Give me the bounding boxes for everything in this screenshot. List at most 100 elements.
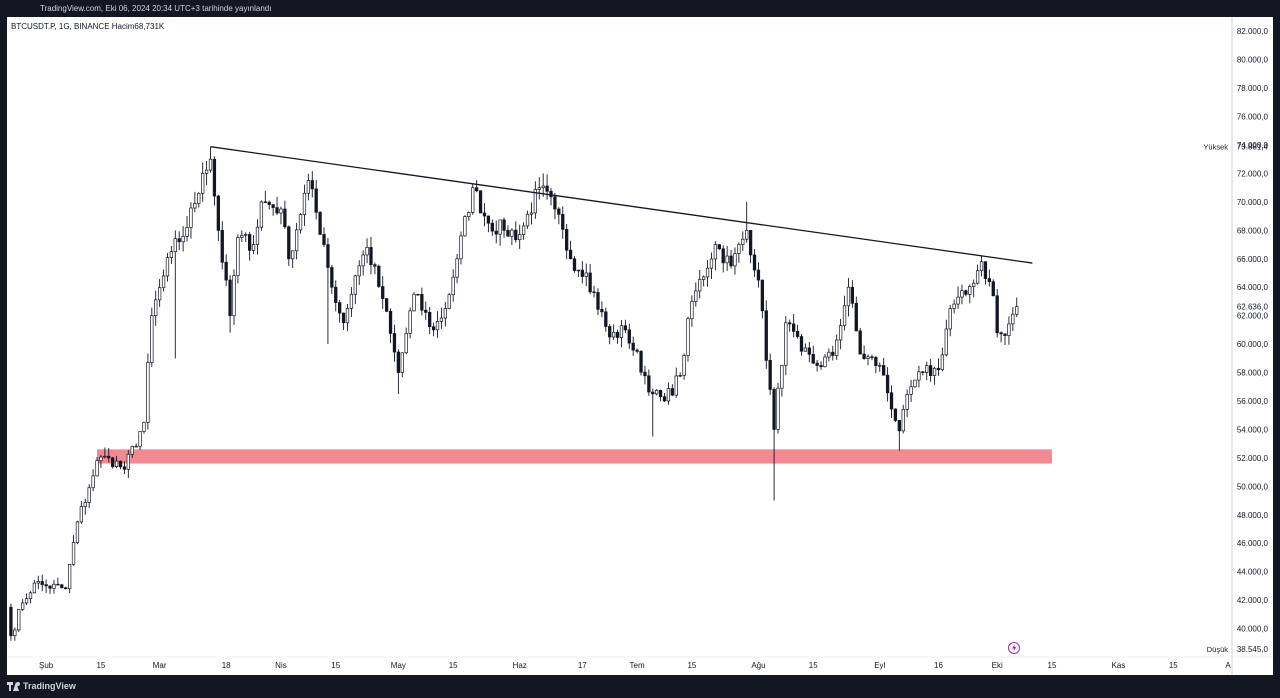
candle bbox=[134, 443, 138, 448]
candle bbox=[471, 183, 475, 215]
candle-body-up bbox=[510, 229, 514, 237]
candle bbox=[921, 370, 925, 376]
candle bbox=[670, 384, 674, 397]
candle bbox=[510, 228, 514, 245]
candle-body-up bbox=[349, 293, 354, 309]
candle bbox=[83, 498, 87, 515]
candle-body-down bbox=[56, 583, 60, 586]
candle bbox=[114, 455, 119, 469]
candle bbox=[412, 291, 416, 312]
candle-body-up bbox=[784, 322, 788, 366]
candle bbox=[146, 353, 150, 430]
candle bbox=[32, 579, 37, 594]
time-tick-label: Şub bbox=[39, 661, 54, 670]
candle bbox=[651, 388, 655, 437]
lightning-icon[interactable] bbox=[1008, 642, 1020, 654]
candle bbox=[662, 393, 667, 402]
candle-body-down bbox=[928, 365, 933, 376]
candle bbox=[580, 261, 584, 284]
candle-body-up bbox=[917, 371, 921, 381]
chart-area[interactable] bbox=[7, 17, 1273, 675]
price-tick-label: 46.000,0 bbox=[1237, 539, 1269, 548]
candle-body-down bbox=[760, 279, 765, 312]
candle bbox=[267, 200, 271, 210]
candle-body-up bbox=[611, 331, 616, 338]
candle-body-up bbox=[126, 453, 130, 470]
candle bbox=[103, 447, 107, 459]
candle-body-up bbox=[251, 244, 256, 251]
candle-body-down bbox=[658, 389, 663, 398]
candle bbox=[576, 269, 581, 277]
candle-body-up bbox=[447, 294, 451, 309]
time-tick-label: 17 bbox=[578, 661, 587, 670]
price-tick-label: 82.000,0 bbox=[1237, 27, 1269, 36]
candle-body-up bbox=[838, 325, 843, 341]
candle-body-up bbox=[471, 187, 475, 213]
price-tick-label: 54.000,0 bbox=[1237, 425, 1269, 434]
candle bbox=[236, 234, 240, 284]
candle-body-down bbox=[893, 408, 898, 421]
candle bbox=[866, 354, 870, 366]
candle bbox=[948, 304, 952, 337]
candle-body-up bbox=[698, 279, 702, 292]
candle-body-up bbox=[443, 308, 447, 319]
candle bbox=[631, 336, 635, 356]
candle-body-down bbox=[40, 581, 44, 585]
candle bbox=[674, 367, 678, 398]
candle-body-up bbox=[173, 238, 177, 253]
time-tick-label: 15 bbox=[331, 661, 340, 670]
candle-body-up bbox=[932, 367, 937, 376]
candle-body-down bbox=[369, 247, 373, 266]
candle-body-down bbox=[889, 392, 894, 410]
candle bbox=[514, 221, 518, 243]
candle bbox=[67, 564, 72, 594]
candle bbox=[529, 202, 534, 225]
candle bbox=[991, 279, 995, 297]
candle bbox=[259, 200, 264, 231]
candle-body-up bbox=[83, 502, 87, 507]
candle bbox=[913, 379, 917, 388]
candle-body-down bbox=[662, 396, 667, 402]
candle-body-down bbox=[118, 460, 123, 468]
candle-body-up bbox=[99, 456, 103, 462]
candle-body-down bbox=[596, 292, 600, 310]
candle bbox=[424, 301, 428, 321]
candle bbox=[784, 315, 788, 376]
candle-body-up bbox=[701, 276, 706, 280]
candle-body-down bbox=[381, 286, 385, 299]
candle-body-up bbox=[467, 212, 471, 217]
candle-body-up bbox=[32, 582, 37, 594]
candle-body-up bbox=[52, 583, 56, 589]
candle-body-down bbox=[275, 207, 279, 214]
candle bbox=[748, 229, 753, 264]
candle-body-down bbox=[514, 229, 518, 241]
price-tick-label: 80.000,0 bbox=[1237, 56, 1269, 65]
candle-body-up bbox=[835, 339, 839, 356]
candle bbox=[111, 456, 115, 469]
candle-body-up bbox=[67, 564, 72, 590]
candle bbox=[611, 324, 616, 341]
candle bbox=[604, 307, 608, 332]
candle bbox=[306, 173, 311, 201]
candle-body-down bbox=[263, 201, 267, 204]
candle-body-down bbox=[748, 229, 753, 256]
candle bbox=[228, 275, 232, 333]
tradingview-logo[interactable]: TradingView bbox=[7, 681, 76, 691]
candle bbox=[240, 230, 244, 242]
candle-body-up bbox=[745, 229, 749, 240]
candle-body-down bbox=[9, 606, 13, 637]
candle-body-up bbox=[91, 475, 95, 489]
candle bbox=[823, 354, 827, 368]
candle bbox=[224, 254, 228, 286]
candle bbox=[474, 179, 479, 193]
symbol-info: BTCUSDT.P, 1G, BINANCE Hacim68,731K bbox=[11, 22, 165, 31]
candle bbox=[1015, 297, 1019, 318]
candle-body-up bbox=[694, 290, 698, 302]
candle bbox=[283, 200, 287, 229]
candle-body-up bbox=[741, 238, 745, 245]
candle-body-up bbox=[150, 315, 154, 364]
candle bbox=[216, 194, 220, 241]
candle bbox=[138, 431, 142, 450]
publish-info: TradingView.com, Eki 06, 2024 20:34 UTC+… bbox=[40, 4, 272, 13]
